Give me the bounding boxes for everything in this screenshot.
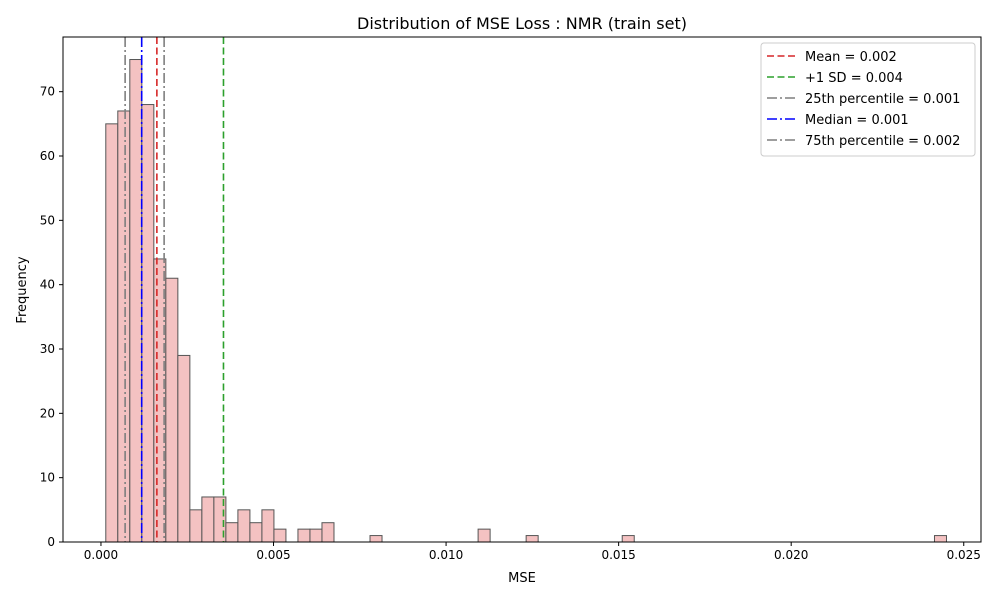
histogram-bar: [621, 535, 635, 543]
x-tick-label: 0.015: [601, 548, 635, 562]
legend-label: 75th percentile = 0.002: [805, 134, 960, 149]
histogram-bar: [117, 110, 131, 543]
axes-layer: 0.000 0.005 0.010 0.015 0.020 0.025 0 10 20 30 40 5…: [40, 36, 982, 562]
y-tick-label: 20: [40, 406, 55, 420]
histogram-bar: [261, 509, 275, 543]
legend-label: 25th percentile = 0.001: [805, 92, 960, 107]
legend-box: [760, 42, 976, 157]
y-tick-label: 10: [40, 471, 55, 485]
histogram-bar: [321, 522, 335, 543]
histogram-bar: [225, 522, 239, 543]
histogram-bar: [237, 509, 251, 543]
histogram-bar: [141, 104, 155, 543]
x-tick-label: 0.020: [774, 548, 808, 562]
histogram-bar: [273, 528, 287, 543]
histogram-bar: [129, 59, 143, 543]
histogram-bar: [189, 509, 203, 543]
histogram-bar: [297, 528, 311, 543]
legend: Mean = 0.002 +1 SD = 0.004 25th percentile…: [760, 42, 976, 157]
y-tick-label: 70: [40, 85, 55, 99]
histogram-bar: [933, 535, 947, 543]
legend-label: +1 SD = 0.004: [805, 71, 903, 86]
legend-label: Median = 0.001: [805, 113, 909, 128]
y-tick-label: 40: [40, 278, 55, 292]
x-tick-label: 0.005: [256, 548, 290, 562]
bars-layer: [105, 59, 947, 543]
histogram-bar: [201, 496, 215, 543]
histogram-bar: [165, 277, 179, 543]
x-tick-label: 0.025: [947, 548, 981, 562]
plot-frame: [62, 36, 982, 543]
histogram-bar: [177, 354, 191, 543]
chart-title: Distribution of MSE Loss : NMR (train se…: [357, 14, 687, 33]
y-axis-label: Frequency: [15, 256, 30, 323]
histogram-bar: [105, 123, 119, 543]
x-axis-label: MSE: [508, 571, 536, 586]
histogram-bar: [369, 535, 383, 543]
reference-lines-layer: [124, 37, 225, 542]
y-tick-label: 30: [40, 342, 55, 356]
histogram-bar: [249, 522, 263, 543]
x-tick-label: 0.000: [84, 548, 118, 562]
histogram-bar: [309, 528, 323, 543]
y-tick-label: 0: [47, 535, 55, 549]
histogram-bar: [477, 528, 491, 543]
histogram-bar: [525, 535, 539, 543]
y-tick-label: 50: [40, 213, 55, 227]
x-tick-label: 0.010: [429, 548, 463, 562]
y-tick-label: 60: [40, 149, 55, 163]
legend-label: Mean = 0.002: [805, 50, 897, 65]
